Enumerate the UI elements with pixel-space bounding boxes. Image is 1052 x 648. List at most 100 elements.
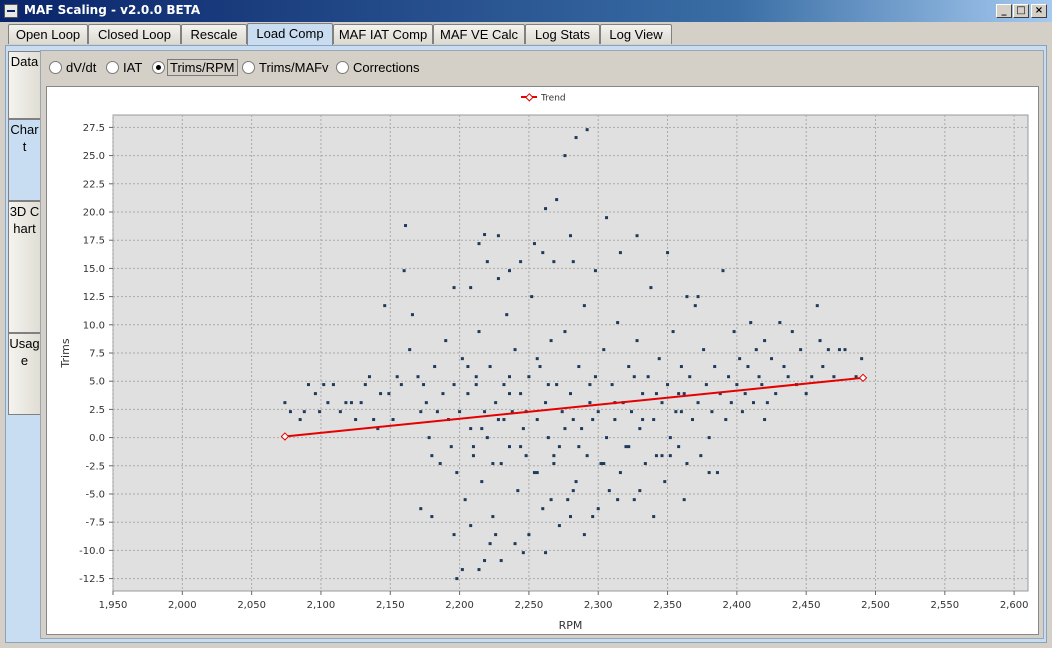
data-point bbox=[618, 251, 622, 255]
data-point bbox=[422, 383, 426, 387]
x-tick-label: 2,600 bbox=[1000, 600, 1029, 611]
data-point bbox=[491, 462, 495, 466]
radio-corrections-indicator[interactable] bbox=[336, 61, 349, 74]
data-point bbox=[821, 365, 825, 369]
data-point bbox=[510, 410, 514, 414]
trend-marker bbox=[280, 432, 290, 441]
data-point bbox=[402, 269, 406, 273]
data-point bbox=[668, 436, 672, 440]
data-point bbox=[383, 304, 387, 308]
data-point bbox=[455, 577, 459, 581]
radio-trims-rpm-indicator[interactable] bbox=[152, 61, 165, 74]
data-point bbox=[749, 321, 753, 325]
data-point bbox=[738, 357, 742, 361]
data-point bbox=[399, 383, 403, 387]
y-tick-label: 20.0 bbox=[83, 208, 105, 219]
data-point bbox=[641, 392, 645, 396]
data-point bbox=[541, 507, 545, 511]
x-tick-label: 2,400 bbox=[723, 600, 752, 611]
title-bar[interactable]: MAF Scaling - v2.0.0 BETA _ □ × bbox=[0, 0, 1052, 22]
data-point bbox=[527, 533, 531, 537]
tab-rescale[interactable]: Rescale bbox=[181, 24, 247, 44]
tab-maf-iat-comp[interactable]: MAF IAT Comp bbox=[333, 24, 433, 44]
radio-corrections-label: Corrections bbox=[353, 60, 420, 75]
radio-dvdt-indicator[interactable] bbox=[49, 61, 62, 74]
data-point bbox=[416, 375, 420, 379]
data-point bbox=[727, 375, 731, 379]
data-point bbox=[837, 348, 841, 352]
data-point bbox=[860, 357, 864, 361]
data-point bbox=[588, 383, 592, 387]
data-point bbox=[682, 498, 686, 502]
data-point bbox=[580, 427, 584, 431]
data-point bbox=[513, 348, 517, 352]
data-point bbox=[826, 348, 830, 352]
data-point bbox=[549, 498, 553, 502]
y-tick-label: 10.0 bbox=[83, 320, 105, 331]
data-point bbox=[596, 507, 600, 511]
tab-open-loop[interactable]: Open Loop bbox=[8, 24, 88, 44]
tab-log-view[interactable]: Log View bbox=[600, 24, 672, 44]
x-tick-label: 2,250 bbox=[515, 600, 544, 611]
tab-maf-ve-calc[interactable]: MAF VE Calc bbox=[433, 24, 525, 44]
data-point bbox=[607, 489, 611, 493]
data-point bbox=[563, 154, 567, 158]
data-point bbox=[460, 568, 464, 572]
data-point bbox=[663, 480, 667, 484]
y-tick-label: 0.0 bbox=[89, 433, 105, 444]
y-tick-label: 22.5 bbox=[83, 179, 105, 190]
data-point bbox=[588, 401, 592, 405]
data-point bbox=[544, 551, 548, 555]
data-point bbox=[585, 454, 589, 458]
data-point bbox=[359, 401, 363, 405]
y-tick-label: 27.5 bbox=[83, 123, 105, 134]
radio-iat-indicator[interactable] bbox=[106, 61, 119, 74]
data-point bbox=[560, 410, 564, 414]
y-axis-label: Trims bbox=[59, 338, 72, 368]
y-tick-label: 7.5 bbox=[89, 349, 105, 360]
data-point bbox=[469, 286, 473, 290]
data-point bbox=[679, 410, 683, 414]
chart-container[interactable]: 1,950 2,000 2,050 2,100 2,150 2,200 2,250 2,300… bbox=[46, 86, 1039, 635]
data-point bbox=[593, 375, 597, 379]
data-point bbox=[508, 445, 511, 449]
data-point bbox=[713, 365, 717, 369]
side-tab-3d-chart[interactable]: 3D Chart bbox=[8, 201, 40, 333]
data-point bbox=[466, 392, 470, 396]
side-tab-usage[interactable]: Usage bbox=[8, 333, 40, 415]
maximize-button[interactable]: □ bbox=[1013, 4, 1029, 18]
data-point bbox=[707, 436, 711, 440]
side-tab-chart[interactable]: Chart bbox=[8, 119, 40, 201]
data-point bbox=[599, 462, 603, 466]
data-point bbox=[483, 410, 487, 414]
side-tab-data[interactable]: Data bbox=[8, 51, 40, 119]
data-point bbox=[671, 330, 675, 334]
radio-trims-mafv-indicator[interactable] bbox=[242, 61, 255, 74]
data-point bbox=[532, 242, 536, 246]
data-point bbox=[474, 383, 478, 387]
data-point bbox=[544, 401, 548, 405]
data-point bbox=[466, 365, 470, 369]
data-point bbox=[593, 269, 597, 273]
minimize-button[interactable]: _ bbox=[996, 4, 1012, 18]
tab-load-comp[interactable]: Load Comp bbox=[247, 23, 333, 45]
data-point bbox=[602, 462, 606, 466]
data-point bbox=[571, 418, 575, 422]
scatter-chart[interactable]: 1,950 2,000 2,050 2,100 2,150 2,200 2,250 2,300… bbox=[47, 87, 1038, 634]
legend-trend-marker bbox=[525, 93, 534, 102]
data-point bbox=[483, 233, 487, 237]
data-point bbox=[435, 410, 439, 414]
data-point bbox=[469, 427, 473, 431]
tab-closed-loop[interactable]: Closed Loop bbox=[88, 24, 181, 44]
data-point bbox=[549, 339, 553, 343]
data-point bbox=[577, 445, 581, 449]
data-point bbox=[471, 454, 475, 458]
data-point bbox=[477, 330, 481, 334]
data-point bbox=[627, 445, 631, 449]
data-point bbox=[557, 524, 561, 528]
data-point bbox=[496, 277, 500, 281]
data-point bbox=[463, 498, 467, 502]
close-button[interactable]: × bbox=[1031, 4, 1047, 18]
tab-log-stats[interactable]: Log Stats bbox=[525, 24, 600, 44]
data-point bbox=[538, 365, 542, 369]
